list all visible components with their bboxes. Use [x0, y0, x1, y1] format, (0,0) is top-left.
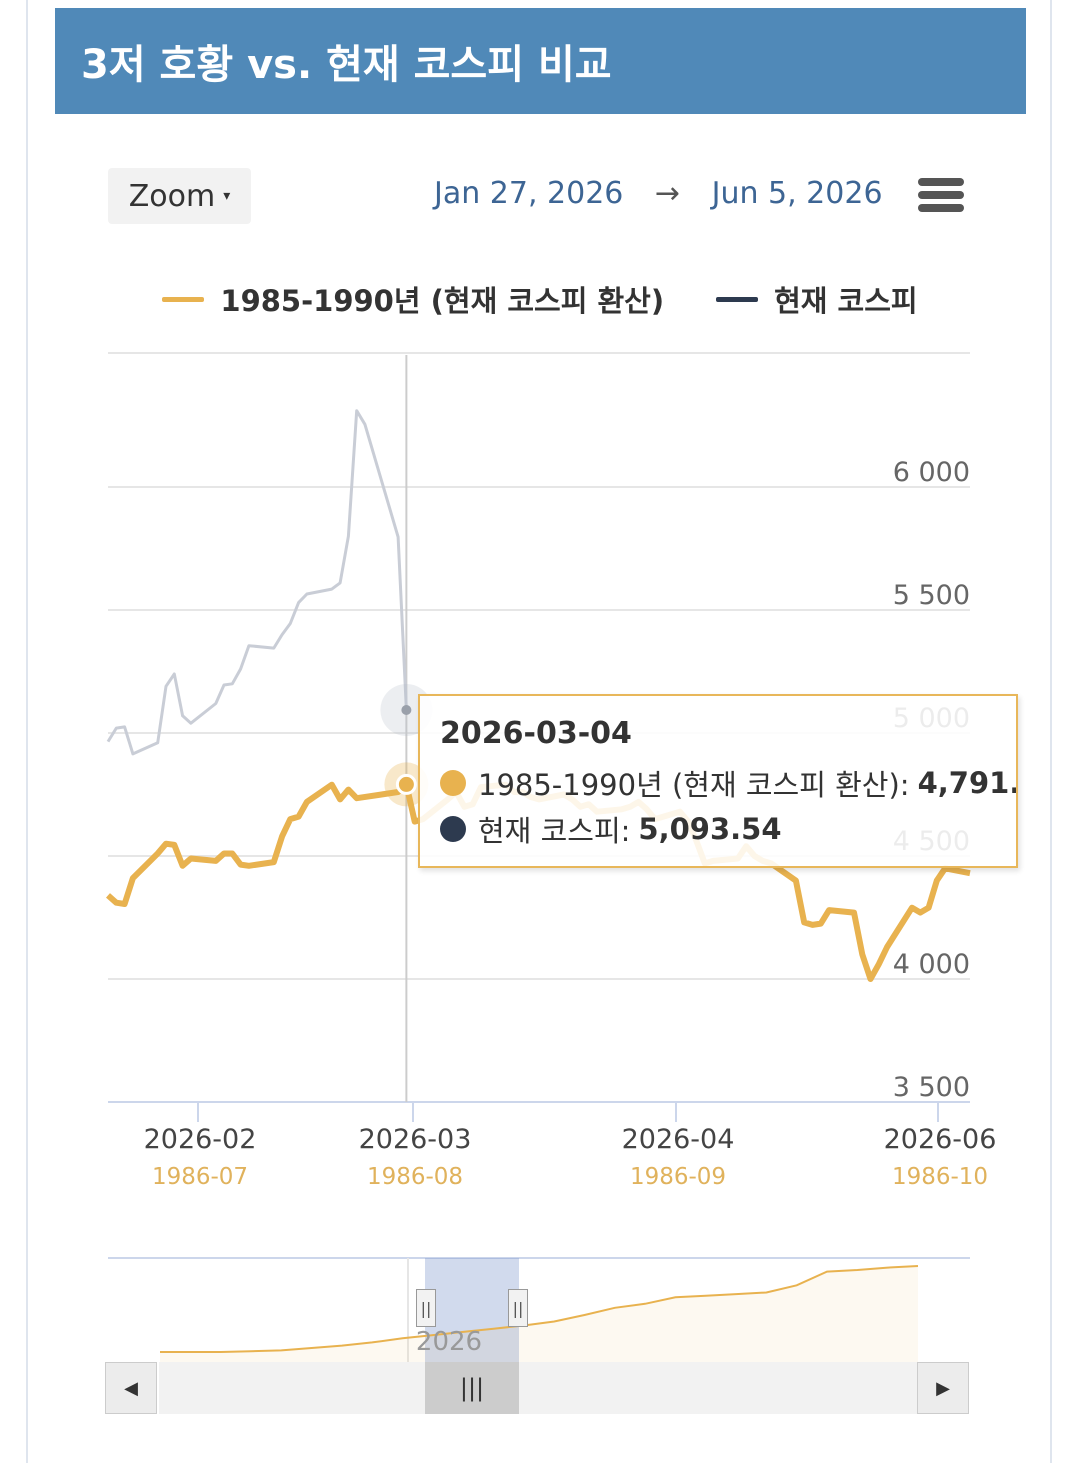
- tooltip-dot-historical: [440, 770, 466, 796]
- hamburger-menu-icon[interactable]: [918, 178, 964, 214]
- tooltip-value-current: 5,093.54: [638, 812, 782, 846]
- page-frame: [26, 0, 1052, 1463]
- legend-item-current[interactable]: 현재 코스피: [716, 278, 918, 320]
- x-tick-sublabel: 1986-08: [367, 1164, 463, 1190]
- date-range: Jan 27, 2026 → Jun 5, 2026: [434, 176, 883, 211]
- x-tick-sublabel: 1986-09: [630, 1164, 726, 1190]
- hover-marker-historical: [395, 773, 417, 795]
- series-line-current: [106, 409, 408, 756]
- page-title: 3저 호황 vs. 현재 코스피 비교: [55, 8, 1026, 114]
- navigator-selection: [425, 1258, 519, 1362]
- x-tick-label: 2026-06: [884, 1124, 997, 1155]
- tooltip-value-historical: 4,791.1: [917, 766, 1016, 800]
- navigator-handle-right[interactable]: ||: [508, 1289, 528, 1327]
- zoom-label: Zoom: [128, 178, 216, 214]
- tooltip-label-current: 현재 코스피:: [478, 814, 631, 848]
- y-tick-label: 5 500: [893, 580, 970, 611]
- range-from-input[interactable]: Jan 27, 2026: [434, 176, 624, 211]
- tooltip-label-historical: 1985-1990년 (현재 코스피 환산):: [478, 768, 910, 802]
- x-tick-label: 2026-02: [144, 1124, 257, 1155]
- tooltip-row-historical: 1985-1990년 (현재 코스피 환산): 4,791.1: [440, 762, 1016, 804]
- hover-marker-current: [401, 704, 412, 715]
- x-tick-sublabel: 1986-07: [152, 1164, 248, 1190]
- scrollbar-thumb[interactable]: |||: [425, 1362, 519, 1414]
- scrollbar-track[interactable]: [159, 1362, 917, 1414]
- zoom-button[interactable]: Zoom ▾: [108, 168, 251, 224]
- navigator-series: [160, 1265, 919, 1353]
- caret-down-icon: ▾: [223, 188, 231, 204]
- navigator-label: 2026: [416, 1327, 482, 1357]
- tooltip-dot-current: [440, 816, 466, 842]
- legend-swatch-current: [716, 296, 759, 302]
- range-to-input[interactable]: Jun 5, 2026: [711, 176, 883, 211]
- x-tick-label: 2026-04: [622, 1124, 735, 1155]
- legend-item-historical[interactable]: 1985-1990년 (현재 코스피 환산): [162, 278, 664, 320]
- x-tick-sublabel: 1986-10: [892, 1164, 988, 1190]
- navigator-handle-left[interactable]: ||: [416, 1289, 436, 1327]
- arrow-right-icon: →: [654, 176, 681, 211]
- scroll-left-button[interactable]: ◀: [105, 1362, 157, 1414]
- page-title-text: 3저 호황 vs. 현재 코스피 비교: [81, 42, 612, 88]
- x-tick-label: 2026-03: [359, 1124, 472, 1155]
- scroll-right-button[interactable]: ▶: [917, 1362, 969, 1414]
- y-tick-label: 3 500: [893, 1072, 970, 1103]
- navigator-area: [160, 1266, 918, 1362]
- legend-label-historical: 1985-1990년 (현재 코스피 환산): [220, 284, 665, 318]
- chart-tooltip: 2026-03-04 1985-1990년 (현재 코스피 환산): 4,791…: [418, 694, 1018, 868]
- legend-label-current: 현재 코스피: [774, 284, 918, 318]
- legend-swatch-historical: [162, 296, 205, 302]
- chart-legend: 1985-1990년 (현재 코스피 환산) 현재 코스피: [0, 278, 1080, 320]
- y-tick-label: 6 000: [893, 457, 970, 488]
- tooltip-row-current: 현재 코스피: 5,093.54: [440, 808, 782, 850]
- tooltip-date: 2026-03-04: [440, 716, 632, 751]
- y-tick-label: 4 000: [893, 949, 970, 980]
